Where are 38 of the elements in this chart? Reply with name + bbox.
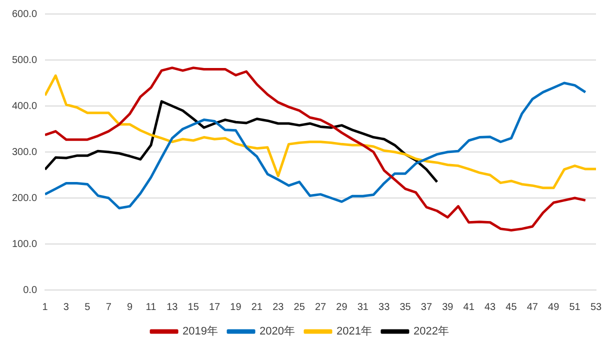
legend-label: 2022年 [413, 326, 449, 338]
x-tick-label: 9 [127, 302, 134, 313]
x-tick-label: 27 [314, 302, 327, 313]
x-tick-label: 17 [208, 302, 221, 313]
x-tick-label: 13 [166, 302, 178, 313]
x-tick-label: 5 [84, 302, 91, 313]
x-tick-label: 33 [378, 302, 390, 313]
x-tick-label: 1 [42, 302, 48, 313]
x-tick-label: 3 [63, 302, 70, 313]
x-tick-label: 51 [569, 302, 581, 313]
legend-label: 2020年 [260, 326, 296, 338]
y-tick-label: 400.0 [12, 100, 38, 112]
x-tick-label: 21 [251, 302, 263, 313]
y-tick-label: 500.0 [12, 54, 38, 66]
y-tick-label: 200.0 [12, 192, 38, 204]
x-tick-label: 39 [442, 302, 454, 313]
x-tick-label: 41 [463, 302, 475, 313]
legend-label: 2021年 [336, 326, 372, 338]
y-tick-label: 600.0 [12, 8, 38, 20]
x-tick-label: 23 [272, 302, 284, 313]
x-tick-label: 31 [357, 302, 369, 313]
x-tick-label: 11 [146, 302, 157, 313]
x-tick-label: 35 [400, 302, 412, 313]
x-tick-label: 43 [484, 302, 496, 313]
x-tick-label: 29 [336, 302, 348, 313]
x-tick-label: 45 [506, 302, 518, 313]
y-tick-label: 100.0 [12, 238, 38, 250]
legend-label: 2019年 [182, 326, 218, 338]
x-tick-label: 49 [548, 302, 560, 313]
x-tick-label: 47 [526, 302, 538, 313]
x-tick-label: 25 [294, 302, 306, 313]
x-tick-label: 19 [230, 302, 242, 313]
x-tick-label: 53 [590, 302, 602, 313]
x-tick-label: 37 [420, 302, 432, 313]
y-tick-label: 300.0 [12, 146, 38, 158]
x-tick-label: 15 [188, 302, 200, 313]
x-tick-label: 7 [106, 302, 112, 313]
y-tick-label: 0.0 [23, 284, 38, 296]
